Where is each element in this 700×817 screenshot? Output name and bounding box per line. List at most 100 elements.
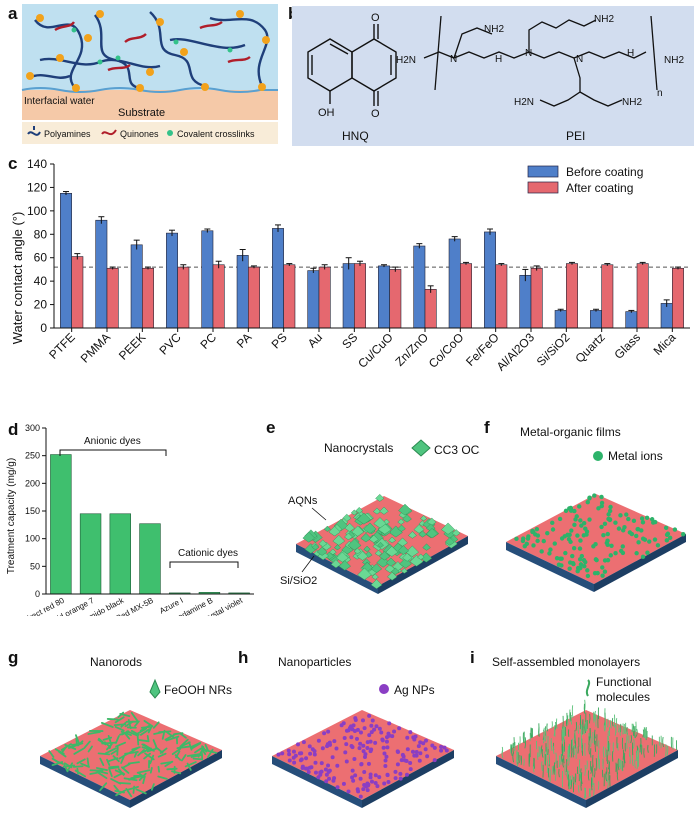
c-legend: Before coating After coating — [527, 165, 643, 195]
metal-ion-dot — [558, 556, 563, 561]
feooh-nanorod — [108, 766, 120, 770]
cc3-crystal — [330, 559, 342, 569]
feooh-nanorod — [179, 732, 187, 739]
sam-molecule — [574, 741, 577, 749]
feooh-nanorod — [173, 732, 184, 736]
panel-f-illustration: Metal-organic films Metal ions — [506, 425, 686, 592]
c-xtick-label: Au — [305, 330, 325, 350]
sam-molecule — [538, 746, 540, 758]
sam-molecule — [617, 724, 620, 733]
ag-nanoparticle — [373, 781, 378, 786]
quinone-dots — [26, 10, 270, 92]
panel-i-illustration: Self-assembled monolayers Functional mol… — [492, 655, 678, 808]
metal-ion-dot — [599, 503, 604, 509]
feooh-nanorod — [108, 767, 113, 778]
metal-ion-dot — [622, 525, 627, 530]
ag-nanoparticle — [444, 748, 449, 753]
metal-ion-dot — [663, 525, 669, 531]
panel-label-d: d — [8, 420, 19, 439]
metal-ion-dot — [585, 500, 590, 505]
metal-ion-dot — [578, 518, 583, 523]
cc3-crystal — [344, 523, 355, 532]
c-bar-before — [236, 255, 249, 329]
metal-ion-dot — [556, 562, 562, 567]
feooh-nanorod — [144, 752, 155, 761]
metal-ion-dot — [634, 550, 639, 556]
ag-nanoparticle — [367, 733, 372, 738]
ag-nanoparticle — [432, 745, 437, 750]
feooh-nanorod — [114, 769, 126, 775]
sam-molecule — [558, 768, 560, 778]
ag-nanoparticle — [343, 750, 348, 755]
ag-nanoparticle — [368, 775, 373, 780]
feooh-nanorod — [120, 756, 125, 764]
c-bar-after — [106, 267, 119, 329]
ag-nanoparticle — [327, 776, 332, 781]
metal-ion-dot — [591, 544, 596, 549]
cc3-crystal — [369, 534, 379, 543]
c-bar-after — [71, 256, 84, 329]
feooh-nanorod — [114, 716, 125, 724]
ag-nanoparticles — [276, 713, 449, 799]
sam-molecule — [590, 766, 593, 774]
feooh-nanorod — [134, 720, 140, 727]
pei-n2: N — [525, 48, 532, 59]
metal-ion-dot — [631, 518, 637, 524]
ag-nanoparticle — [286, 748, 291, 753]
ag-nanoparticle — [369, 779, 374, 784]
ag-nanoparticle — [325, 742, 330, 747]
feooh-nanorod — [95, 767, 108, 772]
sam-molecule — [642, 729, 645, 738]
ag-nanoparticle — [374, 724, 379, 729]
c-bar-before — [519, 274, 532, 329]
cc3-crystal — [363, 545, 371, 552]
ag-nanoparticle — [351, 778, 356, 783]
pei-nh2-top1: NH2 — [484, 24, 504, 35]
cc3-crystal — [451, 529, 461, 537]
metal-ion-dot — [645, 550, 650, 555]
sam-molecule — [553, 765, 555, 775]
cc3-crystal — [332, 534, 346, 546]
c-bar-before — [272, 228, 284, 329]
ag-nanoparticle — [339, 723, 344, 728]
metal-ion-dot — [563, 550, 568, 556]
feooh-nanorod — [121, 763, 131, 769]
ag-nanoparticle — [313, 770, 318, 775]
ag-nanoparticle — [324, 779, 329, 784]
feooh-nanorod — [149, 767, 153, 774]
sam-molecule — [546, 750, 548, 762]
sam-molecule — [541, 761, 543, 772]
ag-nanoparticle — [353, 716, 358, 721]
feooh-nanorod — [115, 789, 127, 797]
ag-nanoparticle — [350, 775, 355, 780]
feooh-nanorod — [62, 764, 76, 768]
feooh-nanorod — [89, 771, 100, 775]
cc3-crystal — [413, 524, 425, 534]
metal-ion-dots — [514, 493, 686, 579]
d-ytick-label: 250 — [25, 451, 40, 461]
sam-molecule — [510, 744, 513, 756]
metal-ion-dot — [600, 573, 605, 578]
sam-molecule — [623, 724, 626, 734]
feooh-nanorod — [152, 739, 158, 748]
c-xtick-label: PVC — [156, 330, 184, 358]
feooh-nanorod — [76, 767, 79, 775]
c-xtick-label: SS — [339, 330, 360, 351]
cc3-crystal — [323, 525, 331, 532]
cc3-crystal — [373, 507, 381, 515]
metal-ion-dot — [601, 532, 606, 538]
ag-nanoparticle — [287, 758, 292, 763]
cc3-crystal — [379, 506, 389, 515]
c-ytick-label: 60 — [34, 251, 48, 265]
cc3-crystal — [328, 525, 341, 537]
i-legend-line2: molecules — [596, 690, 650, 704]
ag-nanoparticle — [385, 745, 390, 750]
metal-ion-dot — [514, 536, 519, 542]
sam-molecules — [501, 699, 678, 799]
ag-nanoparticle — [350, 768, 355, 773]
ag-nanoparticle — [382, 781, 387, 786]
ag-nanoparticle — [307, 765, 312, 770]
c-bar-before — [625, 311, 638, 329]
ag-nanoparticle — [390, 734, 395, 739]
c-bar-after — [672, 267, 684, 329]
